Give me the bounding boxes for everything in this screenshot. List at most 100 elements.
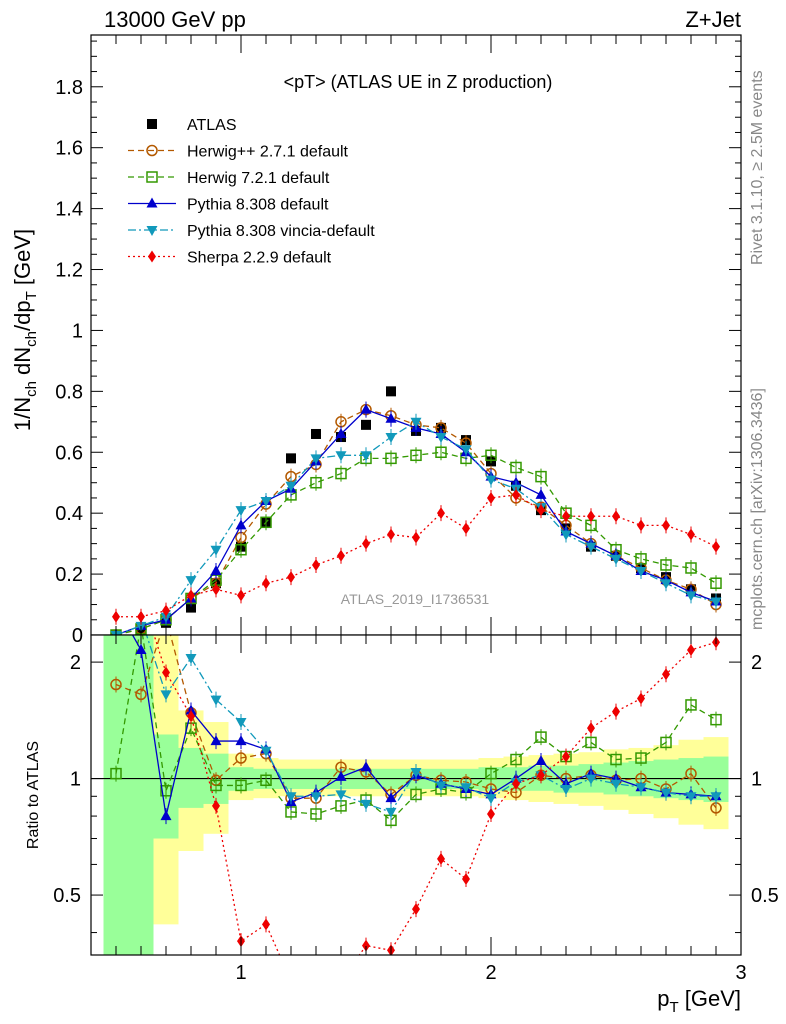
x-tick-label: 2 xyxy=(485,962,496,984)
data-point xyxy=(437,507,445,520)
y-tick-label: 0.4 xyxy=(55,503,83,525)
data-point xyxy=(335,467,347,480)
data-point xyxy=(310,808,322,820)
ratio-y-tick-label: 1 xyxy=(70,769,81,791)
ratio-y-tick-label: 2 xyxy=(70,652,81,674)
data-point xyxy=(585,774,597,785)
data-point xyxy=(235,718,247,729)
ratio-y-tick-label: 0.5 xyxy=(751,885,779,907)
svg-text:1/Nch dNch/dpT [GeV]: 1/Nch dNch/dpT [GeV] xyxy=(10,229,40,431)
data-point xyxy=(360,761,372,772)
uncertainty-band-green xyxy=(103,635,129,955)
chart-title: <pT> (ATLAS UE in Z production) xyxy=(284,72,553,92)
data-point xyxy=(110,678,122,691)
data-point xyxy=(685,562,697,574)
data-point xyxy=(362,537,370,550)
legend-label: Pythia 8.308 vincia-default xyxy=(187,223,375,240)
data-point xyxy=(162,666,170,679)
data-point xyxy=(361,419,371,430)
data-point xyxy=(387,528,395,541)
data-point xyxy=(512,777,520,790)
data-point xyxy=(285,792,297,803)
data-point xyxy=(335,427,347,438)
data-point xyxy=(537,504,545,517)
data-point xyxy=(487,491,495,504)
legend-marker xyxy=(146,197,158,208)
data-point xyxy=(537,769,545,782)
y-tick-label: 0.8 xyxy=(55,381,83,403)
data-point xyxy=(262,918,270,931)
data-point xyxy=(212,799,220,812)
data-point xyxy=(485,449,497,462)
data-point xyxy=(235,735,247,746)
data-point xyxy=(410,788,422,801)
analysis-id: ATLAS_2019_I1736531 xyxy=(341,591,490,607)
legend-marker xyxy=(146,144,158,157)
data-point xyxy=(360,799,372,810)
data-point xyxy=(260,516,272,529)
data-point xyxy=(335,770,347,781)
data-point xyxy=(612,510,620,523)
data-point xyxy=(510,461,522,474)
data-point xyxy=(435,781,447,792)
data-point xyxy=(612,705,620,718)
data-point xyxy=(162,604,170,617)
data-point xyxy=(462,873,470,886)
data-point xyxy=(710,577,722,589)
x-tick-label: 1 xyxy=(235,962,246,984)
data-point xyxy=(687,643,695,656)
data-point xyxy=(485,767,497,780)
rivet-label: Rivet 3.1.10, ≥ 2.5M events xyxy=(749,70,766,265)
y-tick-label: 0.2 xyxy=(55,564,83,586)
data-point xyxy=(337,549,345,562)
data-point xyxy=(212,583,220,596)
data-point xyxy=(210,545,222,556)
data-point xyxy=(110,767,122,780)
data-point xyxy=(660,559,672,571)
data-point xyxy=(660,788,672,799)
data-point xyxy=(286,453,296,464)
y-tick-label: 1 xyxy=(72,320,83,342)
process-label: Z+Jet xyxy=(685,7,741,32)
data-point xyxy=(637,519,645,532)
data-point xyxy=(585,736,597,749)
data-point xyxy=(285,481,297,492)
data-point xyxy=(710,792,722,803)
data-point xyxy=(560,530,572,541)
data-point xyxy=(562,510,570,523)
main-y-axis-title: 1/Nch dNch/dpT [GeV] xyxy=(10,229,40,431)
legend-label: Sherpa 2.2.9 default xyxy=(187,250,332,267)
data-point xyxy=(562,750,570,763)
y-tick-label: 1.8 xyxy=(55,77,83,99)
data-point xyxy=(237,589,245,602)
data-point xyxy=(385,807,397,818)
data-point xyxy=(687,528,695,541)
legend-label: Herwig 7.2.1 default xyxy=(187,170,330,187)
legend-marker xyxy=(146,226,158,236)
data-point xyxy=(635,567,647,578)
data-point xyxy=(410,767,422,778)
data-point xyxy=(410,417,422,428)
legend-label: Herwig++ 2.7.1 default xyxy=(187,144,349,161)
data-point xyxy=(235,506,247,517)
data-point xyxy=(360,451,372,462)
data-point xyxy=(335,451,347,462)
data-point xyxy=(685,767,697,780)
data-point xyxy=(535,470,547,483)
data-point xyxy=(535,755,547,766)
data-point xyxy=(187,589,195,602)
data-point xyxy=(412,531,420,544)
data-point xyxy=(210,779,222,792)
data-point xyxy=(660,579,672,590)
data-point xyxy=(260,746,272,757)
data-point xyxy=(385,452,397,465)
data-point xyxy=(510,753,522,766)
data-point xyxy=(685,792,697,803)
data-point xyxy=(135,688,147,701)
data-point xyxy=(160,690,172,701)
data-point xyxy=(187,710,195,723)
data-point xyxy=(637,692,645,705)
data-point xyxy=(412,903,420,916)
y-tick-label: 1.2 xyxy=(55,260,83,282)
data-point xyxy=(137,610,145,623)
